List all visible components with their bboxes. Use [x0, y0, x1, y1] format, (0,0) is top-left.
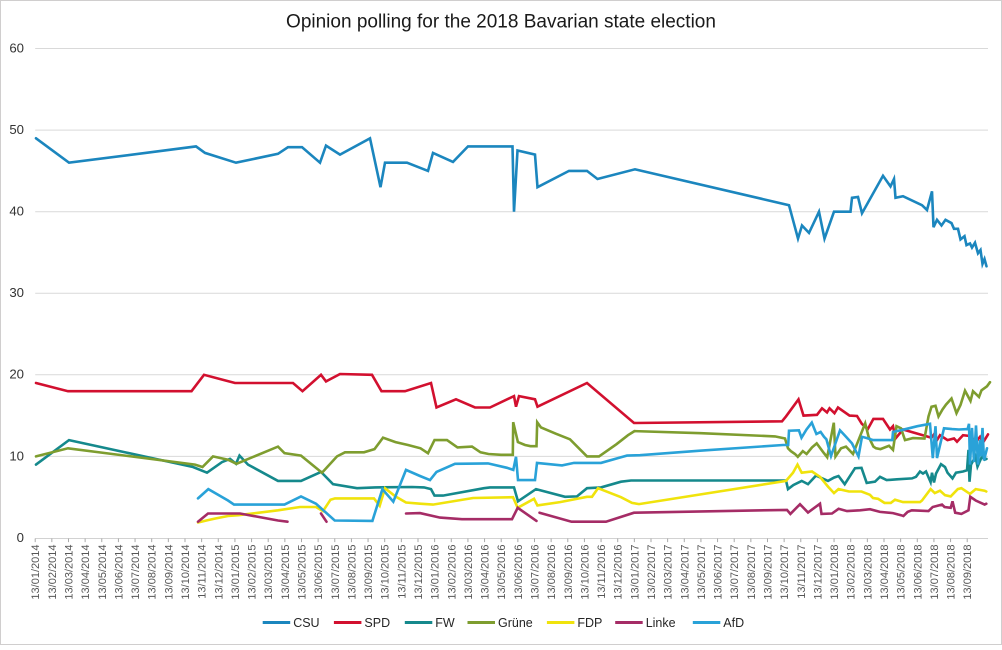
svg-text:13/10/2016: 13/10/2016 [579, 545, 591, 600]
svg-text:13/02/2016: 13/02/2016 [446, 545, 458, 600]
svg-text:13/03/2014: 13/03/2014 [63, 545, 75, 600]
svg-text:Linke: Linke [646, 616, 676, 630]
svg-text:13/12/2016: 13/12/2016 [613, 545, 625, 600]
svg-text:13/04/2016: 13/04/2016 [480, 545, 492, 600]
svg-text:13/01/2018: 13/01/2018 [829, 545, 841, 600]
svg-text:13/01/2014: 13/01/2014 [30, 545, 42, 600]
svg-text:AfD: AfD [723, 616, 744, 630]
svg-text:13/04/2018: 13/04/2018 [879, 545, 891, 600]
svg-text:13/06/2018: 13/06/2018 [912, 545, 924, 600]
svg-text:13/02/2018: 13/02/2018 [846, 545, 858, 600]
svg-text:13/10/2014: 13/10/2014 [180, 545, 192, 600]
svg-text:13/12/2014: 13/12/2014 [213, 545, 225, 600]
svg-text:60: 60 [9, 40, 24, 55]
svg-text:13/08/2015: 13/08/2015 [346, 545, 358, 600]
svg-text:13/02/2015: 13/02/2015 [247, 545, 259, 600]
svg-text:13/06/2017: 13/06/2017 [713, 545, 725, 600]
svg-text:30: 30 [9, 285, 24, 300]
svg-text:13/11/2015: 13/11/2015 [396, 545, 408, 599]
svg-text:13/07/2014: 13/07/2014 [130, 545, 142, 600]
svg-text:Grüne: Grüne [498, 616, 533, 630]
svg-text:13/07/2016: 13/07/2016 [529, 545, 541, 600]
svg-text:13/06/2015: 13/06/2015 [313, 545, 325, 600]
svg-text:13/01/2015: 13/01/2015 [230, 545, 242, 600]
svg-text:13/09/2014: 13/09/2014 [163, 545, 175, 600]
svg-text:13/07/2018: 13/07/2018 [929, 545, 941, 600]
svg-text:Opinion polling for the 2018 B: Opinion polling for the 2018 Bavarian st… [286, 11, 716, 32]
svg-text:13/12/2017: 13/12/2017 [812, 545, 824, 600]
svg-text:13/06/2014: 13/06/2014 [113, 545, 125, 600]
svg-text:13/10/2015: 13/10/2015 [380, 545, 392, 600]
svg-text:13/02/2017: 13/02/2017 [646, 545, 658, 600]
svg-text:13/03/2017: 13/03/2017 [663, 545, 675, 600]
svg-text:13/05/2018: 13/05/2018 [896, 545, 908, 600]
svg-text:13/09/2018: 13/09/2018 [962, 545, 974, 600]
svg-text:13/05/2015: 13/05/2015 [296, 545, 308, 600]
svg-text:13/05/2014: 13/05/2014 [97, 545, 109, 600]
svg-text:CSU: CSU [293, 616, 319, 630]
svg-text:13/03/2016: 13/03/2016 [463, 545, 475, 600]
svg-text:13/09/2016: 13/09/2016 [563, 545, 575, 600]
svg-text:13/09/2015: 13/09/2015 [363, 545, 375, 600]
svg-text:13/08/2018: 13/08/2018 [946, 545, 958, 600]
svg-text:13/08/2016: 13/08/2016 [546, 545, 558, 600]
svg-text:13/04/2017: 13/04/2017 [679, 545, 691, 600]
svg-text:13/03/2015: 13/03/2015 [263, 545, 275, 600]
svg-text:13/06/2016: 13/06/2016 [513, 545, 525, 600]
svg-text:13/08/2014: 13/08/2014 [147, 545, 159, 600]
svg-text:0: 0 [17, 530, 24, 545]
svg-text:10: 10 [9, 448, 24, 463]
svg-text:13/07/2017: 13/07/2017 [729, 545, 741, 600]
svg-text:SPD: SPD [364, 616, 390, 630]
svg-text:20: 20 [9, 367, 24, 382]
svg-text:13/10/2017: 13/10/2017 [779, 545, 791, 600]
svg-text:13/08/2017: 13/08/2017 [746, 545, 758, 600]
svg-text:13/07/2015: 13/07/2015 [330, 545, 342, 600]
svg-text:13/04/2014: 13/04/2014 [80, 545, 92, 600]
svg-text:13/11/2016: 13/11/2016 [596, 545, 608, 599]
svg-text:13/05/2016: 13/05/2016 [496, 545, 508, 600]
svg-text:FW: FW [435, 616, 455, 630]
svg-text:40: 40 [9, 204, 24, 219]
svg-text:13/04/2015: 13/04/2015 [280, 545, 292, 600]
svg-text:13/03/2018: 13/03/2018 [862, 545, 874, 600]
svg-text:13/05/2017: 13/05/2017 [696, 545, 708, 600]
svg-text:13/09/2017: 13/09/2017 [762, 545, 774, 600]
svg-text:13/11/2014: 13/11/2014 [197, 545, 209, 599]
svg-text:FDP: FDP [577, 616, 602, 630]
svg-text:13/01/2017: 13/01/2017 [629, 545, 641, 600]
svg-text:13/01/2016: 13/01/2016 [430, 545, 442, 600]
svg-text:13/12/2015: 13/12/2015 [413, 545, 425, 600]
svg-text:13/11/2017: 13/11/2017 [796, 545, 808, 599]
svg-text:50: 50 [9, 122, 24, 137]
svg-text:13/02/2014: 13/02/2014 [47, 545, 59, 600]
